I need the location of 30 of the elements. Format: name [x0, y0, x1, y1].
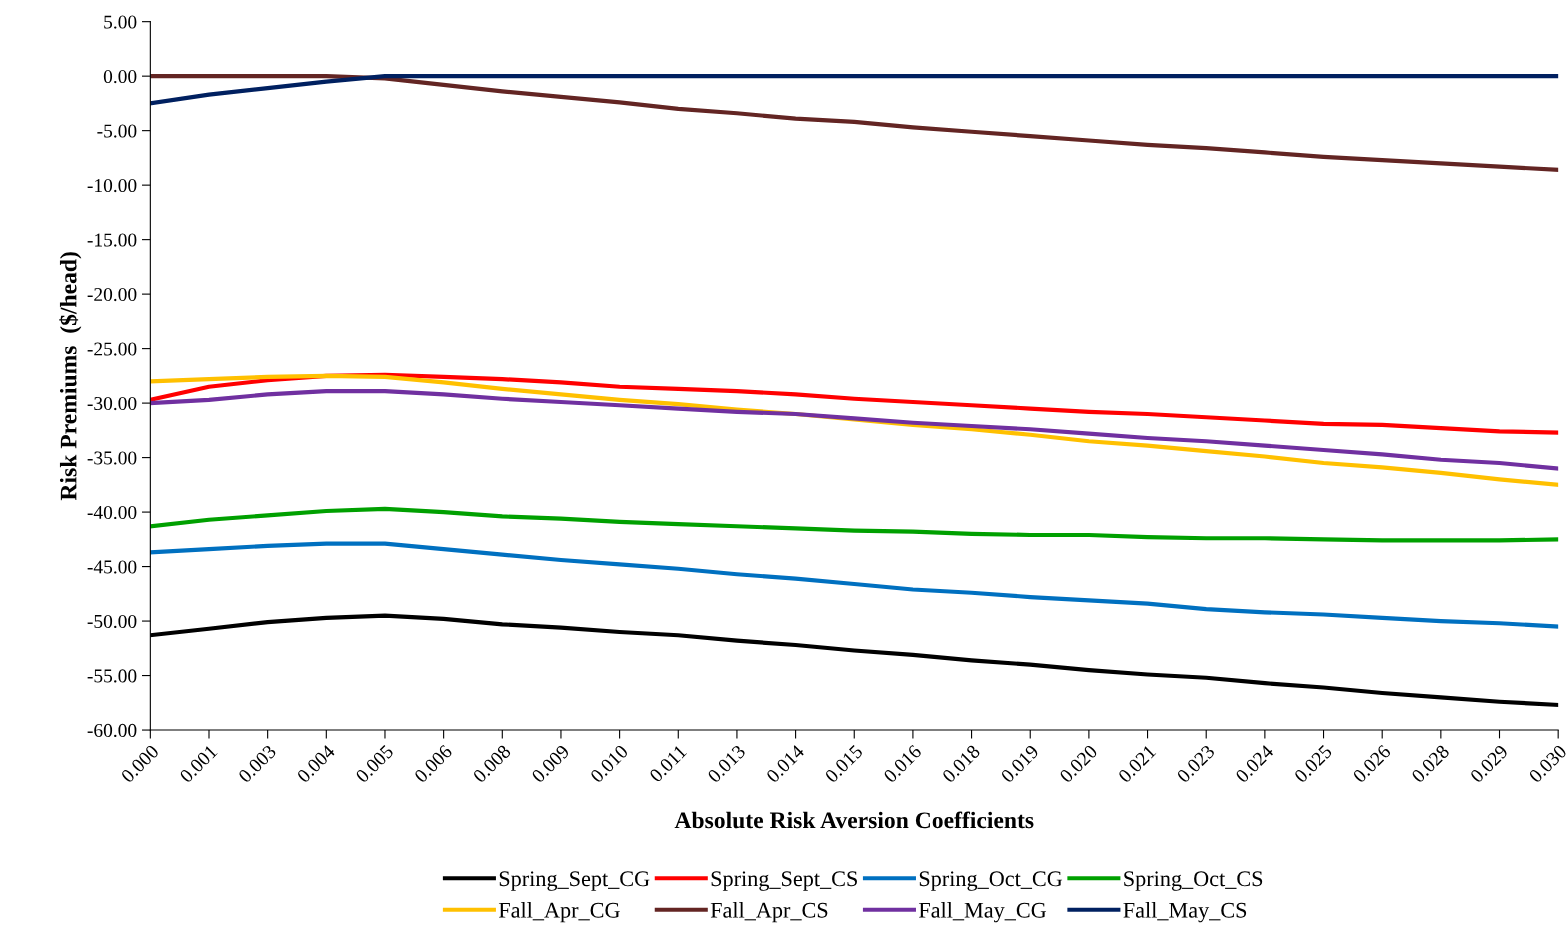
line-series	[150, 541, 1559, 629]
y-tick-label: -30.00	[87, 396, 137, 411]
line-series	[150, 74, 1559, 172]
legend-label: Spring_Oct_CG	[919, 871, 1063, 891]
line-series	[150, 389, 1559, 471]
legend-label: Fall_May_CG	[918, 902, 1047, 923]
legend-label: Fall_Apr_CG	[498, 902, 620, 923]
y-tick-label: -50.00	[87, 614, 137, 629]
y-tick-label: -60.00	[87, 723, 137, 738]
y-tick-label: 0.00	[103, 69, 137, 84]
y-tick-label: -40.00	[87, 505, 137, 520]
legend-label: Spring_Oct_CS	[1124, 871, 1263, 891]
legend-label: Fall_May_CS	[1123, 902, 1247, 923]
y-tick-label: -5.00	[97, 124, 137, 138]
y-tick-label: -55.00	[87, 669, 137, 683]
y-tick-label: -20.00	[87, 287, 137, 302]
legend-label: Spring_Sept_CG	[499, 871, 650, 891]
line-series	[150, 74, 1559, 106]
y-tick-label: -45.00	[87, 560, 137, 574]
y-axis-title: Risk Premiums ($/head)	[59, 252, 82, 501]
legend-label: Fall_Apr_CS	[710, 902, 828, 923]
line-series	[150, 506, 1559, 543]
y-tick-label: -15.00	[87, 233, 137, 247]
x-axis-title: Absolute Risk Aversion Coefficients	[674, 811, 1034, 829]
y-tick-label: -35.00	[87, 451, 137, 465]
line-series	[150, 372, 1559, 435]
y-tick-label: 5.00	[104, 15, 137, 29]
y-tick-label: -25.00	[87, 342, 137, 356]
y-tick-label: -10.00	[87, 178, 137, 193]
legend-label: Spring_Sept_CS	[711, 871, 857, 891]
